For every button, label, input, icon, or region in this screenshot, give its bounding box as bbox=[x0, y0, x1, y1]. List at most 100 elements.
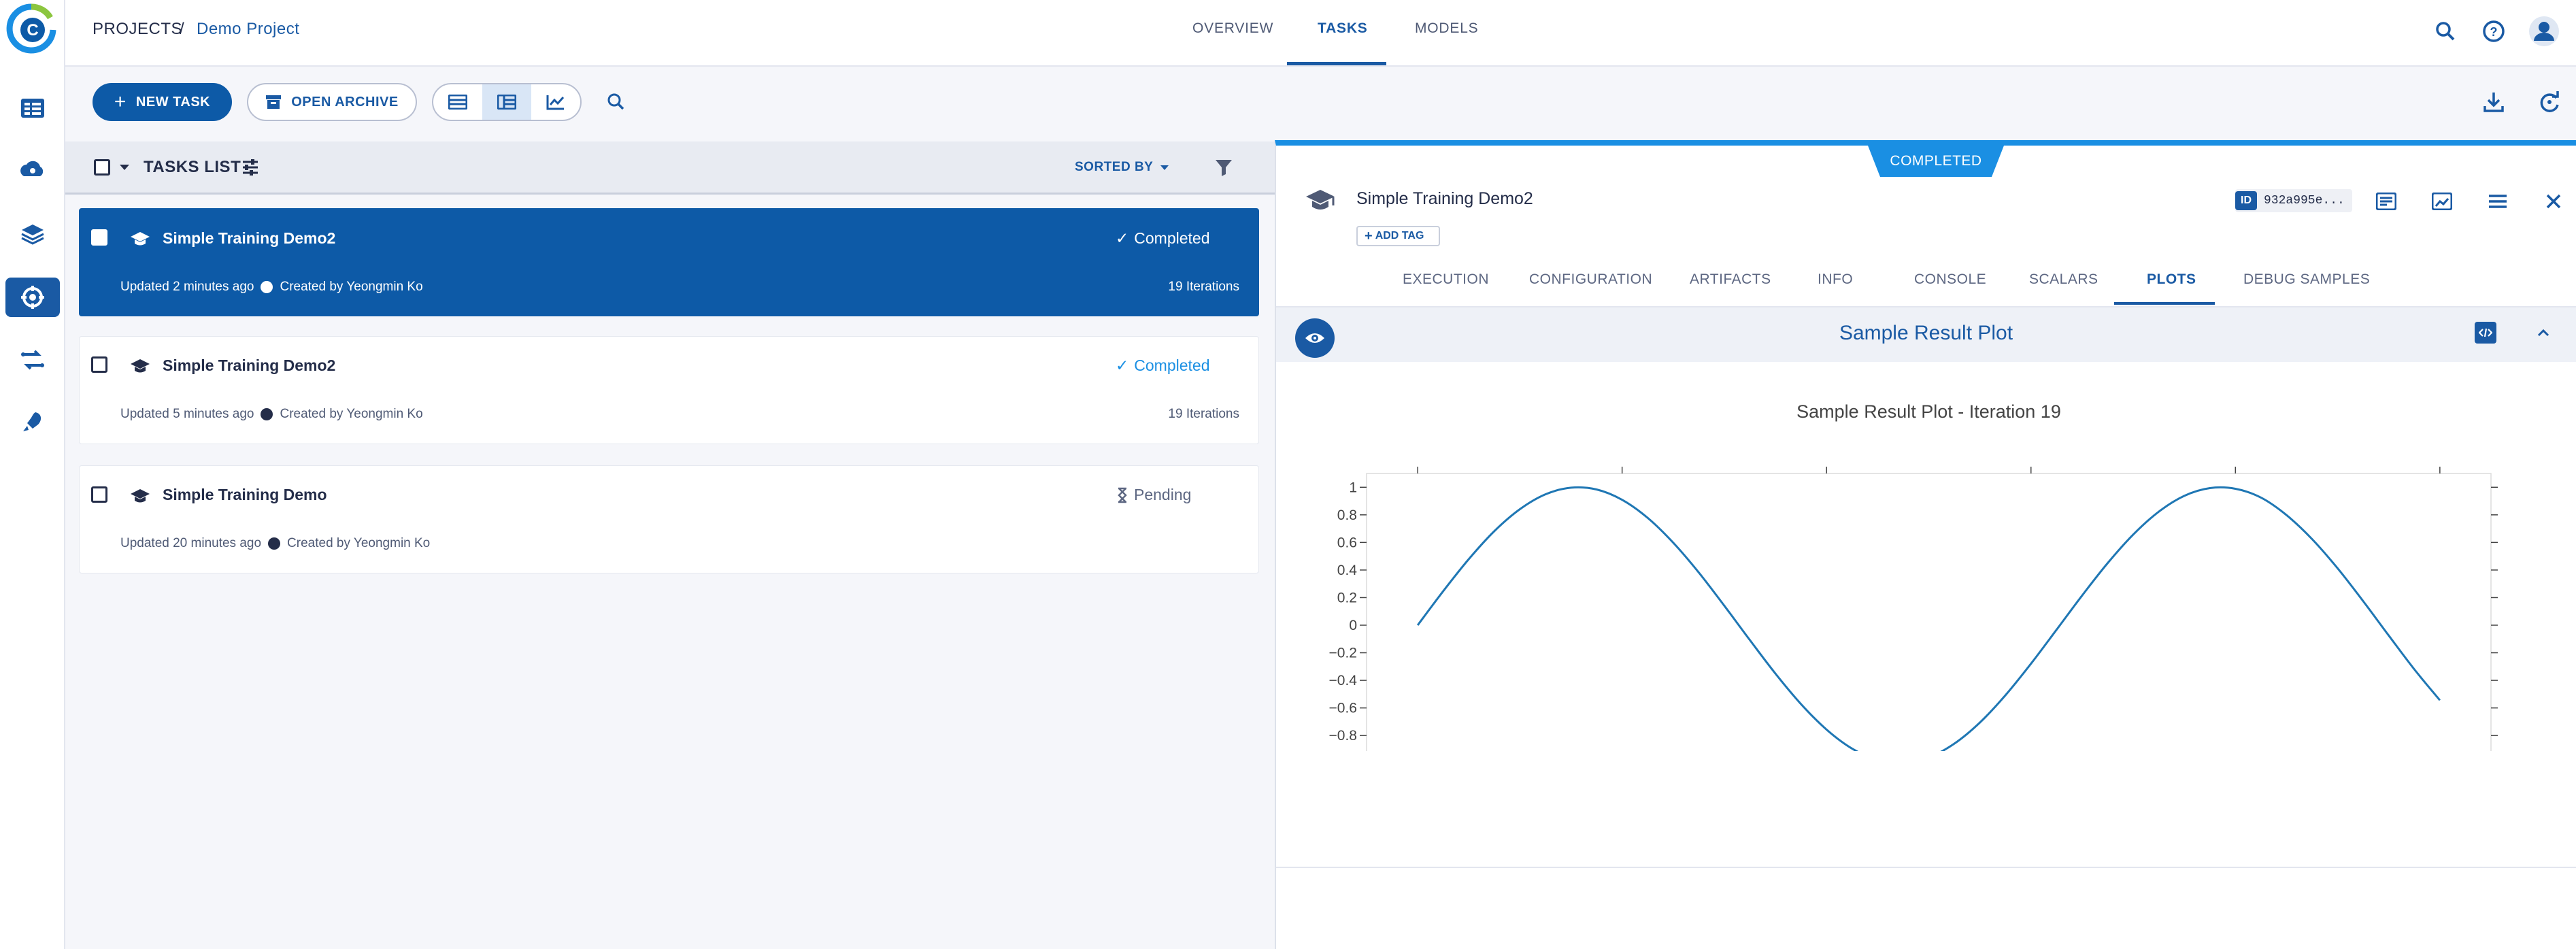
info-panel-icon[interactable] bbox=[2373, 188, 2400, 215]
task-meta: Updated 2 minutes ago Created by Yeongmi… bbox=[120, 280, 423, 295]
task-card[interactable]: Simple Training Demo2 ✓ Completed Updated… bbox=[79, 336, 1259, 444]
new-task-button[interactable]: + NEW TASK bbox=[93, 83, 232, 121]
y-tick-label: −0.4 bbox=[1329, 673, 1358, 688]
experiments-nav-icon[interactable] bbox=[5, 278, 60, 317]
projects-nav-icon[interactable] bbox=[5, 151, 60, 190]
top-header: PROJECTS / Demo Project OVERVIEW TASKS M… bbox=[65, 0, 2576, 67]
embed-code-icon[interactable] bbox=[2475, 322, 2496, 344]
tab-debug-samples[interactable]: DEBUG SAMPLES bbox=[2243, 271, 2371, 287]
y-tick-label: −0.6 bbox=[1329, 701, 1357, 716]
updated-time: Updated 5 minutes ago bbox=[120, 407, 254, 421]
auto-refresh-icon[interactable] bbox=[2536, 88, 2563, 116]
task-card[interactable]: Simple Training Demo2 ✓ Completed Updated… bbox=[79, 208, 1259, 316]
download-icon[interactable] bbox=[2480, 88, 2507, 116]
tab-plots[interactable]: PLOTS bbox=[2147, 271, 2196, 287]
y-tick-label: 0.6 bbox=[1337, 535, 1357, 550]
status-text: Completed bbox=[1134, 356, 1210, 374]
tab-overview[interactable]: OVERVIEW bbox=[1192, 20, 1274, 36]
plot-section-title: Sample Result Plot bbox=[1839, 322, 2013, 344]
breadcrumb-project[interactable]: Demo Project bbox=[197, 20, 300, 38]
task-checkbox[interactable] bbox=[91, 356, 107, 373]
tab-artifacts[interactable]: ARTIFACTS bbox=[1690, 271, 1771, 287]
open-archive-button[interactable]: OPEN ARCHIVE bbox=[247, 83, 417, 121]
check-icon: ✓ bbox=[1116, 229, 1129, 247]
breadcrumb-root[interactable]: PROJECTS bbox=[93, 20, 183, 38]
task-search-icon[interactable] bbox=[604, 90, 629, 114]
chart-title: Sample Result Plot - Iteration 19 bbox=[1796, 401, 2061, 422]
sort-caret-icon bbox=[1160, 165, 1169, 170]
task-card[interactable]: Simple Training Demo Pending Updated 20 … bbox=[79, 465, 1259, 573]
tab-scalars[interactable]: SCALARS bbox=[2029, 271, 2098, 287]
y-tick-label: 0.2 bbox=[1337, 590, 1357, 605]
active-tab-indicator bbox=[1287, 62, 1386, 65]
check-icon: ✓ bbox=[1116, 356, 1129, 374]
y-tick-label: 0 bbox=[1349, 618, 1357, 633]
search-icon[interactable] bbox=[2432, 18, 2459, 45]
breadcrumb-separator: / bbox=[180, 20, 185, 38]
created-by: Created by Yeongmin Ko bbox=[287, 536, 431, 550]
iterations-count: 19 Iterations bbox=[1168, 407, 1239, 421]
tab-tasks[interactable]: TASKS bbox=[1318, 20, 1368, 36]
add-tag-label: ADD TAG bbox=[1375, 230, 1424, 242]
tab-info[interactable]: INFO bbox=[1818, 271, 1854, 287]
dashboard-nav-icon[interactable] bbox=[5, 88, 60, 128]
open-archive-label: OPEN ARCHIVE bbox=[291, 94, 399, 110]
view-mode-toggle bbox=[432, 83, 582, 121]
task-checkbox[interactable] bbox=[91, 486, 107, 503]
tab-models[interactable]: MODELS bbox=[1415, 20, 1479, 36]
table-view-button[interactable] bbox=[433, 84, 482, 120]
training-task-icon bbox=[130, 358, 150, 376]
tab-console[interactable]: CONSOLE bbox=[1914, 271, 1987, 287]
visibility-toggle-button[interactable] bbox=[1295, 318, 1335, 358]
active-subtab-indicator bbox=[2114, 302, 2215, 305]
compare-chart-view-button[interactable] bbox=[531, 84, 580, 120]
status-badge: ✓ Completed bbox=[1116, 356, 1210, 375]
task-name: Simple Training Demo2 bbox=[163, 356, 336, 374]
pipelines-nav-icon[interactable] bbox=[5, 340, 60, 380]
status-ribbon-text: COMPLETED bbox=[1890, 153, 1982, 169]
details-view-button[interactable] bbox=[482, 84, 531, 120]
plus-icon: + bbox=[1365, 228, 1373, 244]
datasets-nav-icon[interactable] bbox=[5, 215, 60, 254]
y-tick-label: −0.2 bbox=[1329, 646, 1357, 661]
tab-configuration[interactable]: CONFIGURATION bbox=[1529, 271, 1653, 287]
sidebar: C bbox=[0, 0, 65, 949]
id-badge: ID bbox=[2235, 191, 2257, 210]
chart-plot-area: 10.80.60.40.20−0.2−0.4−0.6−0.8−10246810 bbox=[1329, 467, 2498, 751]
tasks-list-header: TASKS LIST SORTED BY bbox=[65, 141, 1275, 195]
task-title[interactable]: Simple Training Demo2 bbox=[1356, 189, 1533, 208]
help-icon[interactable]: ? bbox=[2480, 18, 2507, 45]
sorted-by-button[interactable]: SORTED BY bbox=[1075, 160, 1154, 174]
task-detail-panel: COMPLETED Simple Training Demo2 + ADD TA… bbox=[1275, 140, 2576, 949]
new-task-label: NEW TASK bbox=[135, 94, 211, 110]
task-name: Simple Training Demo bbox=[163, 486, 327, 503]
y-tick-label: 0.4 bbox=[1337, 563, 1358, 578]
select-menu-caret-icon[interactable] bbox=[120, 165, 129, 170]
created-by: Created by Yeongmin Ko bbox=[280, 280, 423, 294]
collapse-chevron-icon[interactable] bbox=[2533, 322, 2554, 343]
iterations-count: 19 Iterations bbox=[1168, 280, 1239, 294]
task-meta: Updated 20 minutes ago Created by Yeongm… bbox=[120, 536, 430, 551]
filter-icon[interactable] bbox=[1214, 158, 1233, 177]
tab-execution[interactable]: EXECUTION bbox=[1403, 271, 1490, 287]
column-settings-icon[interactable] bbox=[241, 158, 260, 177]
task-meta: Updated 5 minutes ago Created by Yeongmi… bbox=[120, 407, 423, 422]
add-tag-button[interactable]: + ADD TAG bbox=[1356, 226, 1441, 246]
close-icon[interactable] bbox=[2540, 188, 2567, 215]
plot-bottom-divider bbox=[1276, 867, 2576, 868]
plot-section-header: Sample Result Plot bbox=[1276, 307, 2576, 362]
app-logo[interactable]: C bbox=[5, 3, 57, 54]
series-line bbox=[1416, 486, 2441, 751]
task-id-chip[interactable]: ID 932a995e... bbox=[2235, 189, 2352, 212]
status-badge: ✓ Completed bbox=[1116, 229, 1210, 248]
fullscreen-panel-icon[interactable] bbox=[2428, 188, 2456, 215]
eye-icon bbox=[1305, 333, 1324, 343]
menu-icon[interactable] bbox=[2484, 188, 2511, 215]
user-avatar[interactable] bbox=[2528, 15, 2560, 48]
orchestration-nav-icon[interactable] bbox=[5, 403, 60, 442]
plus-icon: + bbox=[114, 90, 127, 113]
select-all-checkbox[interactable] bbox=[94, 159, 110, 176]
task-name: Simple Training Demo2 bbox=[163, 229, 336, 247]
task-checkbox[interactable] bbox=[91, 229, 107, 246]
status-text: Completed bbox=[1134, 229, 1210, 247]
